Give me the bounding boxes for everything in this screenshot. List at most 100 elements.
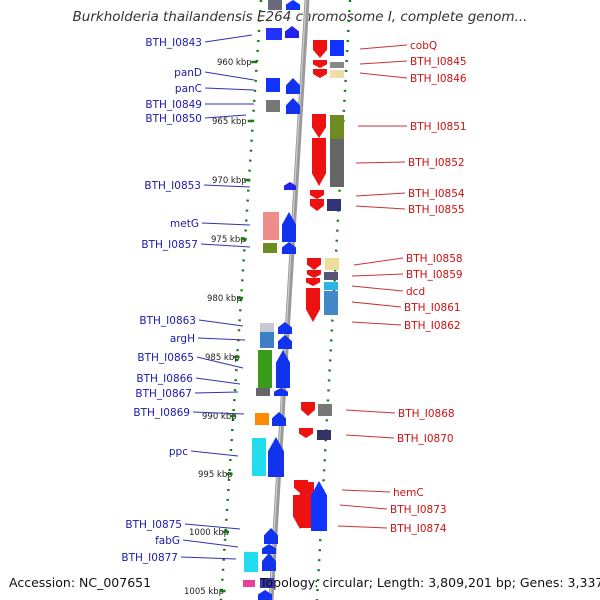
left-gene-label-17[interactable]: BTH_I0877: [121, 552, 178, 564]
gene-arrow-11: [272, 412, 286, 426]
left-gene-label-14[interactable]: ppc: [169, 446, 188, 458]
topology-text: Topology: circular; Length: 3,809,201 bp…: [260, 575, 600, 590]
right-gene-label-5[interactable]: BTH_I0854: [408, 188, 465, 200]
right-gene-label-1[interactable]: BTH_I0845: [410, 56, 467, 68]
gene-arrow-24: [307, 258, 321, 270]
gene-arrow-9: [276, 350, 290, 388]
right-leader-line-16: [337, 525, 388, 529]
left-gene-label-13[interactable]: BTH_I0869: [133, 407, 190, 419]
gene-arrow-29: [299, 428, 313, 438]
left-gene-label-7[interactable]: BTH_I0857: [141, 239, 198, 251]
gene-box-21: [324, 272, 338, 280]
right-gene-label-16[interactable]: BTH_I0874: [390, 523, 447, 535]
right-leader-line-7: [353, 257, 404, 266]
right-leader-line-0: [359, 44, 408, 50]
right-leader-line-5: [355, 192, 406, 197]
right-gene-label-15[interactable]: BTH_I0873: [390, 504, 447, 516]
gene-box-11: [252, 438, 266, 476]
right-gene-label-10[interactable]: BTH_I0861: [404, 302, 461, 314]
left-gene-label-0[interactable]: BTH_I0843: [145, 37, 202, 49]
left-leader-line-16: [182, 539, 239, 548]
left-gene-label-3[interactable]: BTH_I0849: [145, 99, 202, 111]
gene-arrow-12: [268, 437, 284, 477]
right-gene-label-3[interactable]: BTH_I0851: [410, 121, 467, 133]
right-leader-line-9: [351, 285, 404, 292]
gene-box-7: [260, 332, 274, 348]
right-gene-label-2[interactable]: BTH_I0846: [410, 73, 467, 85]
gene-arrow-5: [282, 212, 296, 242]
gene-box-16: [330, 70, 344, 78]
kbp-tick-label-0: 960 kbp: [217, 58, 252, 68]
left-gene-label-12[interactable]: BTH_I0867: [135, 388, 192, 400]
right-gene-label-9[interactable]: dcd: [406, 286, 425, 298]
gene-box-15: [330, 62, 344, 68]
gene-arrow-16: [258, 590, 272, 600]
gene-arrow-4: [284, 182, 296, 190]
left-track-dots: [219, 0, 263, 600]
left-leader-line-2: [204, 87, 255, 91]
left-gene-label-4[interactable]: BTH_I0850: [145, 113, 202, 125]
kbp-tick-label-5: 985 kbp: [205, 353, 240, 363]
right-gene-label-14[interactable]: hemC: [393, 487, 424, 499]
gene-features: [244, 0, 344, 600]
left-leader-line-12: [194, 391, 239, 394]
left-gene-label-15[interactable]: BTH_I0875: [125, 519, 182, 531]
right-leader-line-2: [359, 72, 408, 79]
gene-arrow-26: [306, 278, 320, 286]
gene-arrow-18: [313, 60, 327, 68]
gene-arrow-0: [286, 0, 300, 10]
left-gene-label-6[interactable]: metG: [170, 218, 199, 230]
gene-box-24: [318, 404, 332, 416]
right-gene-label-11[interactable]: BTH_I0862: [404, 320, 461, 332]
right-gene-label-6[interactable]: BTH_I0855: [408, 204, 465, 216]
kbp-ticks: 960 kbp 965 kbp 970 kbp 975 kbp 980 kbp 985 k…: [184, 58, 258, 597]
gene-box-9: [256, 388, 270, 396]
left-gene-label-2[interactable]: panC: [175, 83, 202, 95]
gene-box-25: [317, 430, 331, 440]
right-leader-line-13: [345, 434, 395, 439]
gene-box-19: [327, 199, 341, 211]
right-gene-label-4[interactable]: BTH_I0852: [408, 157, 465, 169]
left-gene-label-8[interactable]: BTH_I0863: [139, 315, 196, 327]
right-leader-line-6: [355, 205, 406, 210]
gene-box-22: [324, 282, 338, 290]
left-leader-line-1: [204, 71, 255, 81]
right-leader-line-4: [355, 161, 406, 164]
gene-arrow-28: [301, 402, 315, 416]
left-leader-line-14: [190, 450, 239, 457]
right-gene-label-0[interactable]: cobQ: [410, 40, 437, 52]
gene-arrow-17: [313, 40, 327, 58]
footer-bar: Accession: NC_007651 Topology: circular;…: [0, 571, 600, 593]
left-gene-label-10[interactable]: BTH_I0865: [137, 352, 194, 364]
kbp-tick-label-8: 1000 kbp: [189, 528, 229, 538]
gene-arrow-15: [262, 553, 276, 571]
gene-box-20: [325, 258, 339, 270]
gene-arrow-23: [310, 199, 324, 211]
left-gene-label-1[interactable]: panD: [174, 67, 202, 79]
right-leader-line-8: [351, 273, 404, 277]
left-gene-label-9[interactable]: argH: [170, 333, 195, 345]
left-leader-line-8: [198, 319, 244, 327]
kbp-tick-label-6: 990 kbp: [202, 412, 237, 422]
right-gene-label-13[interactable]: BTH_I0870: [397, 433, 454, 445]
gene-box-5: [263, 243, 277, 253]
right-gene-label-8[interactable]: BTH_I0859: [406, 269, 463, 281]
gene-arrow-25: [307, 270, 321, 278]
gene-box-8: [258, 350, 272, 388]
right-gene-label-7[interactable]: BTH_I0858: [406, 253, 463, 265]
left-gene-label-11[interactable]: BTH_I0866: [136, 373, 193, 385]
right-gene-label-12[interactable]: BTH_I0868: [398, 408, 455, 420]
gene-arrow-31: [293, 495, 307, 529]
gene-arrow-14: [262, 544, 276, 554]
left-gene-label-5[interactable]: BTH_I0853: [144, 180, 201, 192]
gene-arrow-7: [278, 322, 292, 334]
left-leader-line-0: [204, 34, 253, 43]
right-leader-line-12: [345, 409, 396, 414]
accession-text: Accession: NC_007651: [9, 575, 152, 590]
gene-box-12: [244, 552, 258, 572]
left-gene-label-16[interactable]: fabG: [155, 535, 180, 547]
gene-box-2: [266, 78, 280, 92]
left-leader-line-9: [197, 337, 246, 341]
kbp-tick-label-3: 975 kbp: [211, 235, 246, 245]
